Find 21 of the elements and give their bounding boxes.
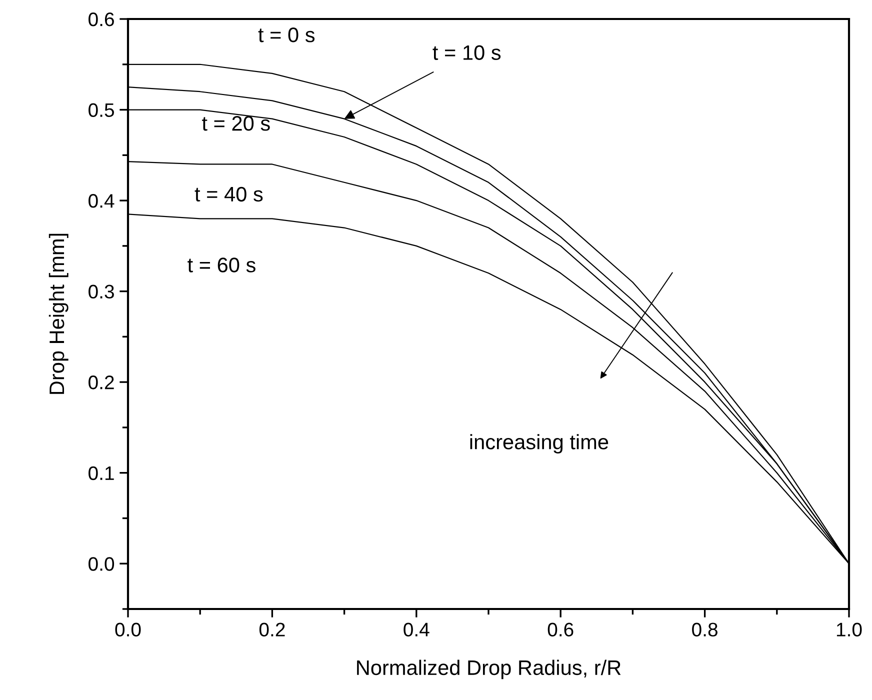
annotation: t = 60 s <box>188 258 256 272</box>
y-tick-label: 0.2 <box>88 376 114 390</box>
annotation: increasing time <box>470 434 608 454</box>
x-tick-label: 0.2 <box>259 622 285 636</box>
x-tick-label: 0.4 <box>404 622 430 636</box>
x-tick-label: 1.0 <box>836 622 862 636</box>
y-tick-label: 0.3 <box>88 284 114 299</box>
x-tick-label: 0.0 <box>115 622 141 636</box>
y-tick-label: 0.6 <box>88 12 114 26</box>
annotation: t = 0 s <box>258 28 315 42</box>
y-tick-label: 0.4 <box>88 194 114 208</box>
y-tick-label: 0.1 <box>88 466 114 480</box>
annotation: t = 40 s <box>194 186 263 202</box>
x-axis-title: Normalized Drop Radius, r/R <box>357 660 621 680</box>
y-tick-label: 0.5 <box>88 103 114 118</box>
annotation: t = 10 s <box>432 45 501 60</box>
annotation: t = 20 s <box>202 116 270 131</box>
y-axis-title: Drop Height [mm] <box>48 234 68 394</box>
x-tick-label: 0.8 <box>692 622 718 636</box>
y-tick-label: 0.0 <box>88 557 114 571</box>
x-tick-label: 0.6 <box>548 622 574 636</box>
